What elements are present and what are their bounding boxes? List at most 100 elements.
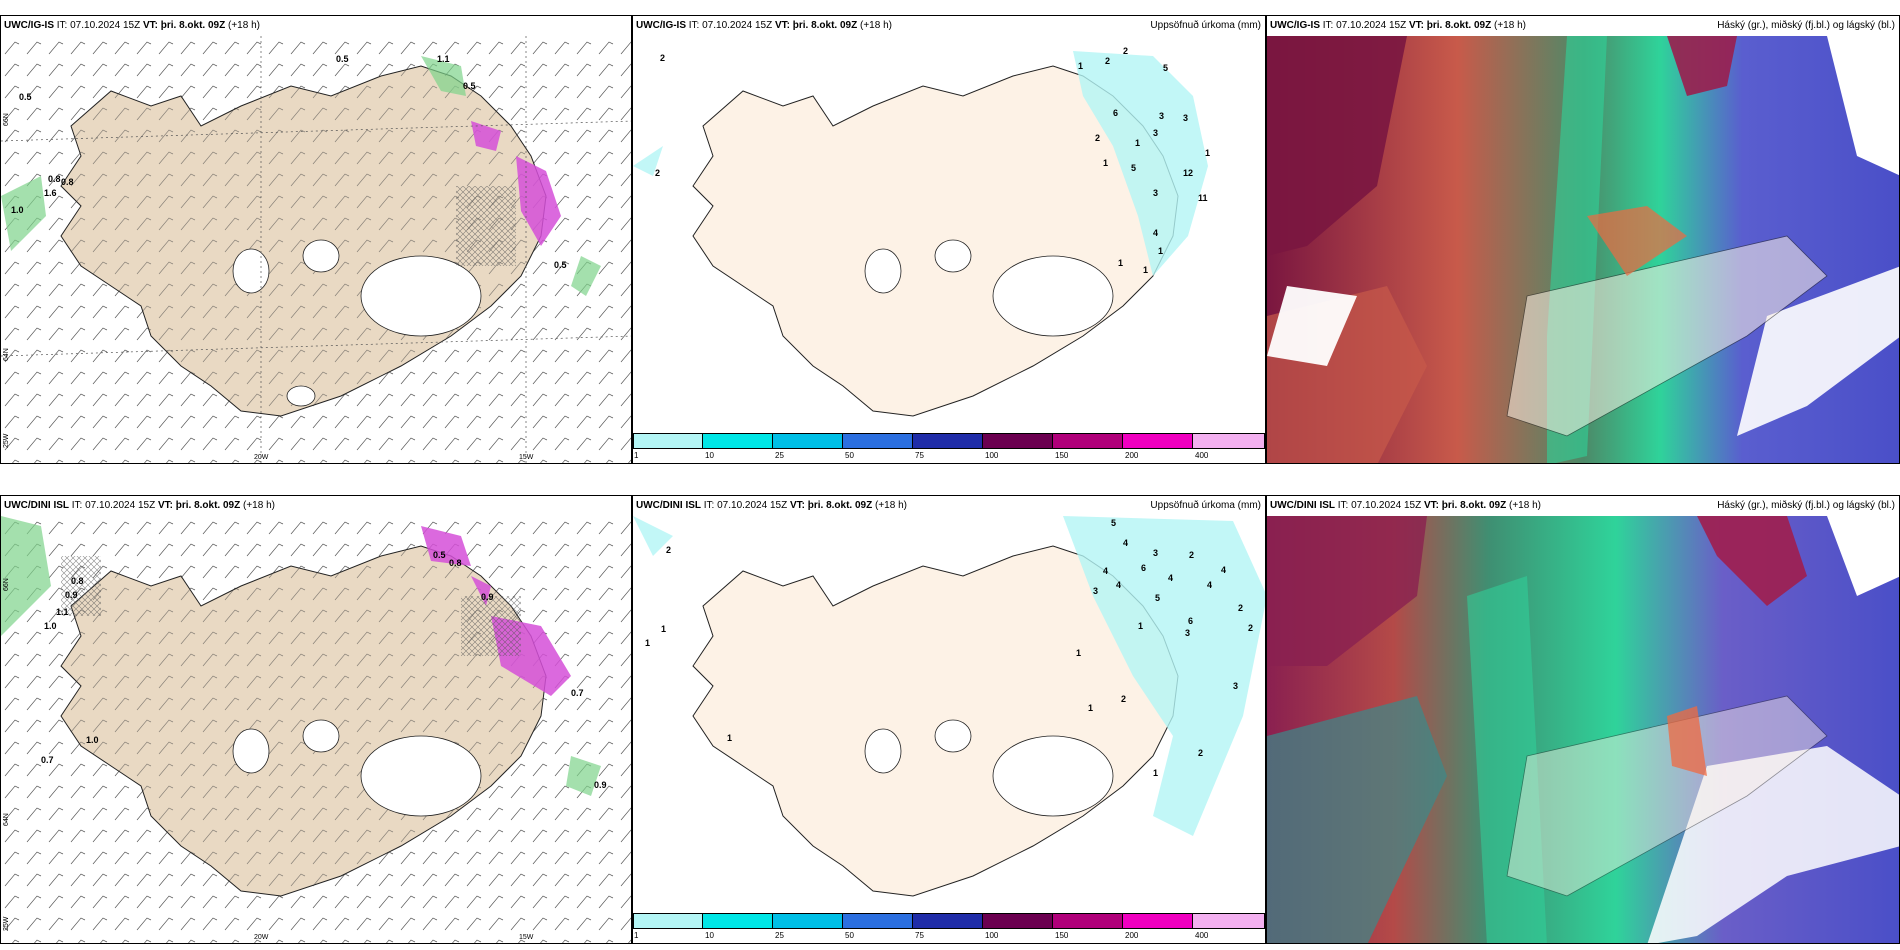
panel-header: UWC/IG-IS IT: 07.10.2024 15Z VT: þri. 8.…	[4, 20, 260, 31]
glacier	[232, 248, 270, 294]
precip-value: 0.5	[433, 550, 446, 560]
cloud-map-panel-bottom: UWC/DINI ISL IT: 07.10.2024 15Z VT: þri.…	[1266, 495, 1900, 944]
colorbar-label: 50	[845, 931, 854, 940]
cloud-map	[1267, 36, 1899, 463]
precip-value: 4	[1221, 565, 1226, 575]
precip-value: 5	[1131, 163, 1136, 173]
hatched-area	[456, 186, 516, 266]
precip-value: 2	[1248, 623, 1253, 633]
precip-value: 4	[1116, 580, 1121, 590]
precip-value: 4	[1103, 566, 1108, 576]
precip-map: 2 2 1 2 2 5 6 3 2 1 3 5 12 3 1 1 4 1 1 1…	[633, 46, 1210, 417]
colorbar-label: 10	[705, 451, 714, 460]
precip-map: 2 5 4 3 4 6 4 3 2 4 5 4 4 2 1 3 6 2 1 1 …	[633, 516, 1265, 897]
precip-value: 1	[645, 638, 650, 648]
precip-value: 1	[1158, 246, 1163, 256]
lon-label: 15W	[519, 934, 534, 941]
glacier	[360, 255, 482, 337]
precip-cyan	[1073, 51, 1208, 276]
precip-value: 0.5	[554, 260, 567, 270]
precip-colorbar: 1 10 25 50 75 100 150 200 400	[633, 433, 1265, 463]
colorbar-segment	[703, 433, 773, 449]
precip-value: 5	[1155, 593, 1160, 603]
glacier	[302, 239, 340, 273]
glacier	[286, 385, 316, 407]
panel-title: Uppsöfnuð úrkoma (mm)	[1150, 500, 1261, 511]
precip-value: 1.0	[44, 621, 57, 631]
wind-map: 0.8 0.9 1.1 1.0 0.7 1.0 0.7 0.9 0.5 0.8 …	[1, 516, 631, 943]
precip-value: 1	[727, 733, 732, 743]
panel-title: Háský (gr.), miðský (fj.bl.) og lágský (…	[1717, 500, 1895, 511]
precip-value: 1.0	[11, 205, 24, 215]
precip-value: 0.5	[463, 81, 476, 91]
precip-colorbar: 1 10 25 50 75 100 150 200 400	[633, 913, 1265, 943]
precip-value: 1	[1143, 265, 1148, 275]
colorbar-segment	[1053, 913, 1123, 929]
colorbar-label: 100	[985, 451, 999, 460]
colorbar-segment	[913, 913, 983, 929]
precip-value: 2	[1123, 46, 1128, 56]
colorbar-label: 50	[845, 451, 854, 460]
cloud-map	[1267, 516, 1899, 943]
precip-value: 6	[1141, 563, 1146, 573]
precip-value: 1.1	[56, 607, 69, 617]
precip-value: 3	[1183, 113, 1188, 123]
lon-label: 15W	[519, 454, 534, 461]
precip-value: 1	[1153, 768, 1158, 778]
wind-map-panel-top: UWC/IG-IS IT: 07.10.2024 15Z VT: þri. 8.…	[0, 15, 632, 464]
panel-header: UWC/DINI ISL IT: 07.10.2024 15Z VT: þri.…	[1267, 496, 1899, 516]
colorbar-label: 10	[705, 931, 714, 940]
precip-value: 3	[1093, 586, 1098, 596]
precip-value: 4	[1168, 573, 1173, 583]
colorbar-segment	[633, 433, 703, 449]
precip-value: 1.0	[86, 735, 99, 745]
colorbar-label: 1	[634, 451, 639, 460]
colorbar-label: 25	[775, 451, 784, 460]
panel-title: Uppsöfnuð úrkoma (mm)	[1150, 20, 1261, 31]
colorbar-label: 200	[1125, 451, 1139, 460]
precip-value: 4	[1207, 580, 1212, 590]
colorbar-label: 400	[1195, 451, 1209, 460]
wind-map: 0.5 0.5 1.1 0.8 0.8 0.5 1.6 1.0 0.5	[1, 36, 631, 463]
panel-header: UWC/DINI ISL IT: 07.10.2024 15Z VT: þri.…	[633, 496, 1265, 516]
colorbar-segment	[773, 913, 843, 929]
precip-value: 0.8	[449, 558, 462, 568]
lat-label: 66N	[3, 578, 10, 591]
lat-label: 64N	[3, 348, 10, 361]
precip-value: 1	[661, 624, 666, 634]
precip-map-panel-top: UWC/IG-IS IT: 07.10.2024 15Z VT: þri. 8.…	[632, 15, 1266, 464]
precip-value: 2	[1238, 603, 1243, 613]
colorbar-segment	[1053, 433, 1123, 449]
lon-label: 25W	[3, 433, 10, 448]
precip-value: 2	[655, 168, 660, 178]
lon-label: 25W	[3, 916, 10, 931]
cloud-map-panel-top: UWC/IG-IS IT: 07.10.2024 15Z VT: þri. 8.…	[1266, 15, 1900, 464]
precip-value: 0.8	[48, 174, 61, 184]
colorbar-segment	[1123, 913, 1193, 929]
panel-header: UWC/IG-IS IT: 07.10.2024 15Z VT: þri. 8.…	[1267, 16, 1899, 36]
precip-value: 2	[1121, 694, 1126, 704]
precip-value: 0.5	[336, 54, 349, 64]
precip-value: 3	[1233, 681, 1238, 691]
precip-value: 1	[1118, 258, 1123, 268]
colorbar-segment	[983, 913, 1053, 929]
precip-map-panel-bottom: UWC/DINI ISL IT: 07.10.2024 15Z VT: þri.…	[632, 495, 1266, 944]
precip-value: 0.9	[65, 590, 78, 600]
precip-value: 5	[1111, 518, 1116, 528]
precip-value: 1	[1088, 703, 1093, 713]
precip-value: 2	[1105, 56, 1110, 66]
colorbar-label: 200	[1125, 931, 1139, 940]
precip-value: 3	[1159, 111, 1164, 121]
precip-value: 1	[1205, 148, 1210, 158]
precip-value: 1	[1076, 648, 1081, 658]
precip-value: 0.9	[481, 592, 494, 602]
colorbar-label: 150	[1055, 931, 1069, 940]
precip-value: 3	[1153, 128, 1158, 138]
precip-value: 0.8	[71, 576, 84, 586]
colorbar-segment	[843, 913, 913, 929]
lat-label: 66N	[3, 113, 10, 126]
precip-value: 4	[1123, 538, 1128, 548]
colorbar-label: 100	[985, 931, 999, 940]
precip-value: 1.6	[44, 188, 57, 198]
colorbar-segment	[843, 433, 913, 449]
